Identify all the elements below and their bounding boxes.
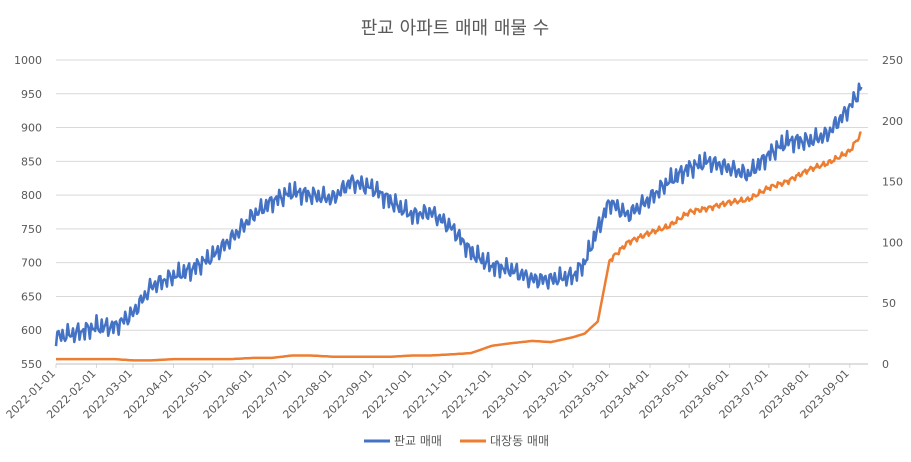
- y-left-tick-label: 900: [21, 122, 42, 135]
- legend: 판교 매매 대장동 매매: [364, 434, 549, 448]
- y-right-tick-label: 250: [882, 54, 903, 67]
- y-left-tick-label: 600: [21, 324, 42, 337]
- y-right-tick-label: 50: [882, 297, 896, 310]
- y-left-tick-label: 1000: [14, 54, 42, 67]
- y-axis-left: 550 600 650 700 750 800 850 900 950 1000: [14, 54, 42, 371]
- legend-label-2: 대장동 매매: [490, 434, 549, 448]
- y-axis-right: 0 50 100 150 200 250: [882, 54, 903, 371]
- y-left-tick-label: 550: [21, 358, 42, 371]
- series-line-2: [56, 131, 862, 362]
- y-right-tick-label: 150: [882, 176, 903, 189]
- y-left-tick-label: 700: [21, 257, 42, 270]
- series-lines: [54, 82, 863, 362]
- y-left-tick-label: 650: [21, 290, 42, 303]
- y-left-tick-label: 850: [21, 155, 42, 168]
- series-line-1: [54, 82, 863, 347]
- y-right-tick-label: 0: [882, 358, 889, 371]
- y-right-tick-label: 100: [882, 236, 903, 249]
- y-left-tick-label: 750: [21, 223, 42, 236]
- y-right-tick-label: 200: [882, 115, 903, 128]
- chart-title: 판교 아파트 매매 매물 수: [361, 18, 550, 39]
- legend-label-1: 판교 매매: [394, 434, 442, 448]
- x-axis: 2022-01-012022-02-012022-03-012022-04-01…: [4, 363, 868, 421]
- y-left-tick-label: 950: [21, 88, 42, 101]
- y-left-tick-label: 800: [21, 189, 42, 202]
